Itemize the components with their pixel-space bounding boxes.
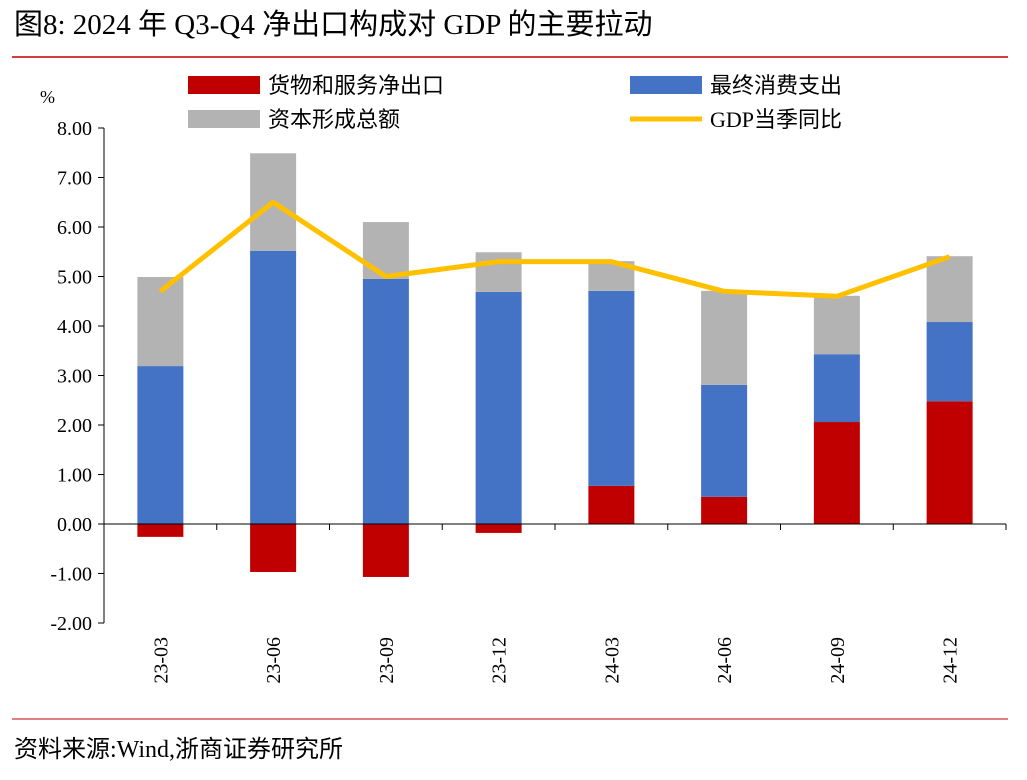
x-tick-label: 24-12 bbox=[940, 637, 962, 684]
chart-title: 图8: 2024 年 Q3-Q4 净出口构成对 GDP 的主要拉动 bbox=[14, 8, 653, 41]
x-tick-label: 23-09 bbox=[376, 637, 398, 684]
x-tick-label: 23-03 bbox=[150, 637, 172, 684]
bar-net-export bbox=[137, 524, 184, 537]
legend-label: 最终消费支出 bbox=[710, 73, 842, 98]
bar-net-export bbox=[813, 422, 860, 524]
y-tick-label: -2.00 bbox=[50, 613, 92, 635]
y-unit-label: % bbox=[40, 87, 55, 107]
bar-capital-formation bbox=[701, 290, 748, 385]
bar-consumption bbox=[926, 322, 973, 402]
bar-net-export bbox=[701, 496, 748, 524]
y-tick-label: 0.00 bbox=[57, 514, 92, 536]
y-tick-label: 7.00 bbox=[57, 168, 92, 190]
bar-capital-formation bbox=[137, 276, 184, 367]
x-tick-label: 23-06 bbox=[263, 637, 285, 684]
x-tick-label: 24-09 bbox=[827, 637, 849, 684]
legend-swatch bbox=[630, 76, 702, 94]
bar-net-export bbox=[926, 401, 973, 524]
y-tick-label: -1.00 bbox=[50, 564, 92, 586]
bar-capital-formation bbox=[475, 252, 522, 292]
bar-consumption bbox=[588, 290, 635, 486]
bar-capital-formation bbox=[813, 295, 860, 355]
line-gdp-yoy bbox=[158, 199, 951, 299]
bar-consumption bbox=[813, 354, 860, 423]
legend-label: GDP当季同比 bbox=[710, 107, 842, 132]
bar-consumption bbox=[250, 250, 297, 524]
bar-net-export bbox=[362, 524, 409, 577]
legend-swatch bbox=[188, 110, 260, 128]
bar-capital-formation bbox=[362, 222, 409, 279]
legend-label: 资本形成总额 bbox=[268, 107, 400, 132]
legend-swatch bbox=[188, 76, 260, 94]
y-tick-label: 2.00 bbox=[57, 415, 92, 437]
y-tick-label: 8.00 bbox=[57, 118, 92, 140]
y-tick-label: 5.00 bbox=[57, 267, 92, 289]
bar-net-export bbox=[250, 524, 297, 573]
y-tick-label: 3.00 bbox=[57, 366, 92, 388]
bar-capital-formation bbox=[926, 256, 973, 323]
y-tick-label: 6.00 bbox=[57, 217, 92, 239]
bar-consumption bbox=[701, 384, 748, 497]
x-tick-label: 24-06 bbox=[714, 637, 736, 684]
bar-consumption bbox=[137, 366, 184, 524]
bar-consumption bbox=[475, 291, 522, 524]
bar-consumption bbox=[362, 278, 409, 524]
bar-net-export bbox=[475, 524, 522, 533]
legend-label: 货物和服务净出口 bbox=[268, 73, 444, 98]
y-tick-label: 1.00 bbox=[57, 465, 92, 487]
y-tick-label: 4.00 bbox=[57, 316, 92, 338]
x-tick-label: 24-03 bbox=[601, 637, 623, 684]
bar-net-export bbox=[588, 485, 635, 524]
source-note: 资料来源:Wind,浙商证券研究所 bbox=[14, 736, 343, 763]
x-tick-label: 23-12 bbox=[489, 637, 511, 684]
